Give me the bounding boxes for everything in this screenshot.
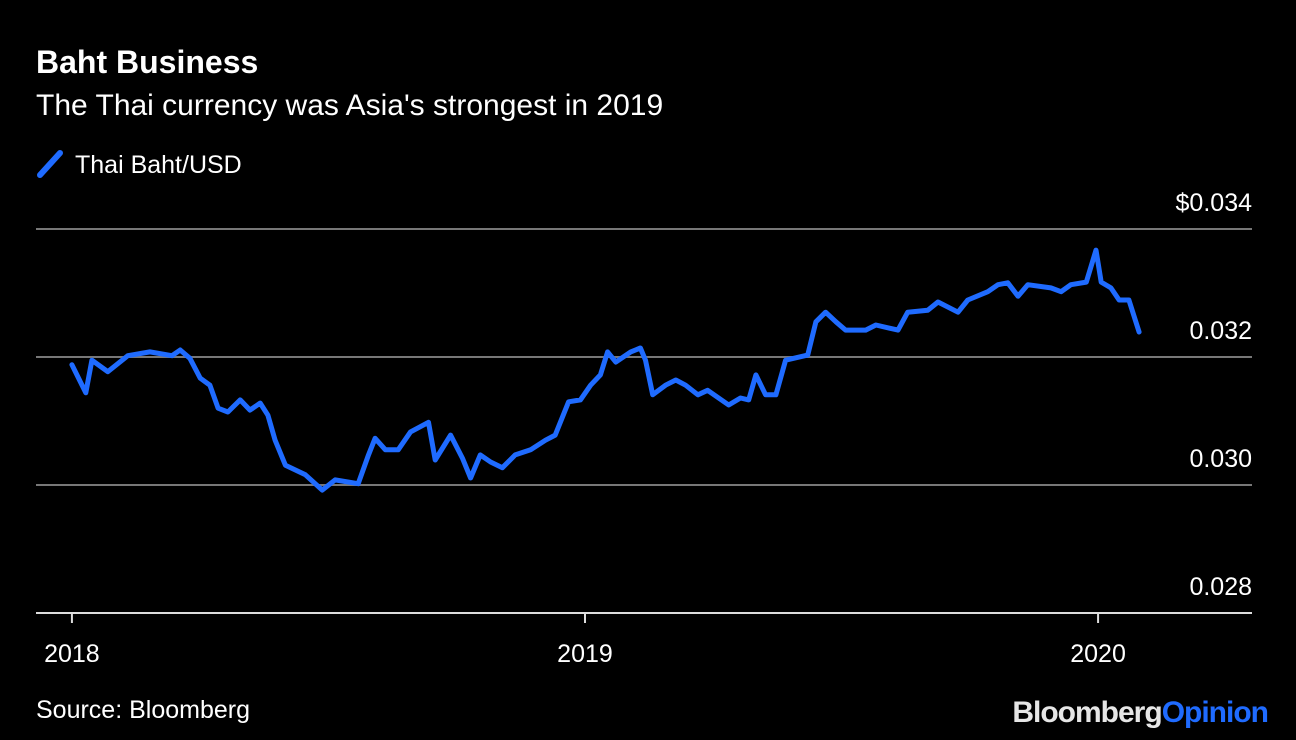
x-tick-label: 2018: [44, 640, 100, 668]
x-tick-label: 2019: [557, 640, 613, 668]
chart-title: Baht Business: [36, 44, 258, 80]
legend-label: Thai Baht/USD: [75, 151, 242, 179]
data-line: [69, 247, 1142, 493]
y-tick-label: $0.034: [1176, 189, 1253, 217]
brand-logo: BloombergOpinion: [1012, 696, 1268, 729]
brand-section: Opinion: [1162, 696, 1268, 729]
y-tick-label: 0.030: [1189, 445, 1252, 473]
chart-subtitle: The Thai currency was Asia's strongest i…: [36, 89, 663, 122]
brand-name: Bloomberg: [1012, 696, 1161, 729]
x-tick-label: 2020: [1070, 640, 1126, 668]
source: Source: Bloomberg: [36, 696, 250, 724]
y-tick-label: 0.032: [1189, 317, 1252, 345]
legend-swatch: [37, 150, 63, 178]
y-tick-label: 0.028: [1189, 573, 1252, 601]
